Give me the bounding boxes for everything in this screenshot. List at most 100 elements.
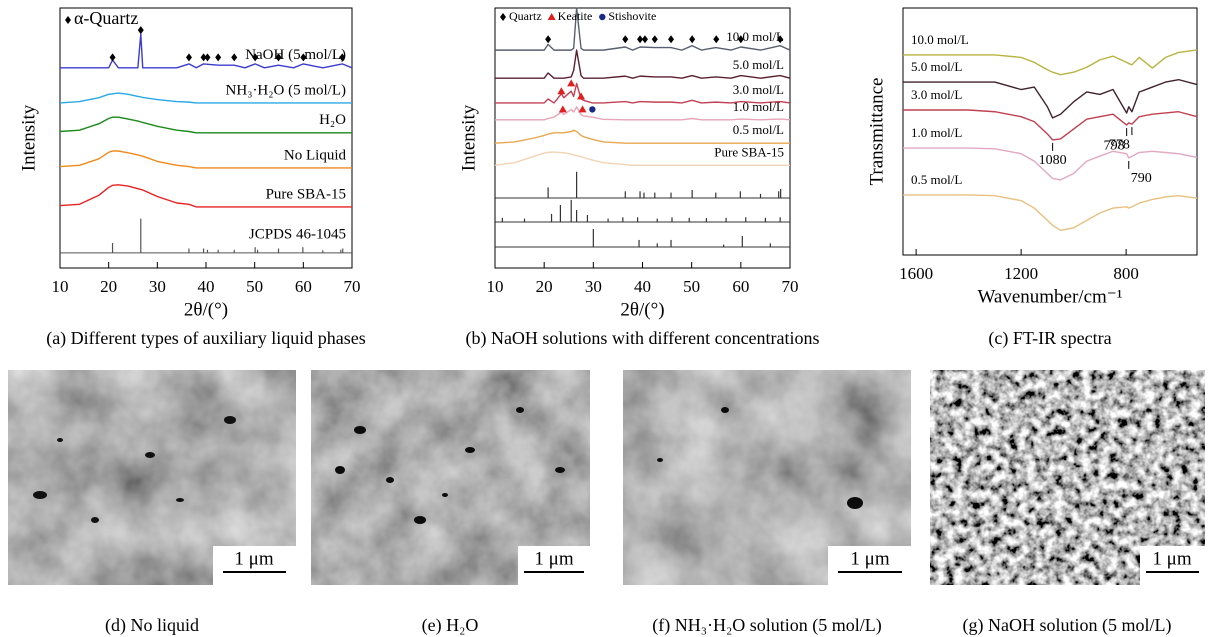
scale-bar-label: 1 μm	[234, 548, 273, 569]
scale-bar-label: 1 μm	[534, 548, 573, 569]
series-label: 5.0 mol/L	[733, 57, 784, 72]
x-tick-label: 40	[198, 277, 215, 296]
series-line	[494, 151, 790, 166]
sem-panel-d: 1 μm (d) No liquid	[8, 370, 296, 636]
x-tick-label: 10	[487, 277, 504, 296]
legend-symbol	[547, 13, 556, 20]
series-line	[494, 129, 790, 144]
x-tick-label: 60	[732, 277, 749, 296]
legend-label: Keatite	[558, 9, 593, 23]
peak-marker	[637, 35, 644, 44]
legend-label: α-Quartz	[74, 8, 138, 28]
y-axis-label: Intensity	[458, 104, 479, 171]
image-caption: (f) NH₃·H₂O solution (5 mol/L)	[652, 615, 882, 636]
pores	[335, 407, 565, 524]
series-label: NH₃·H₂O (5 mol/L)	[226, 82, 346, 98]
series-label: Pure SBA-15	[714, 144, 784, 159]
x-axis-label: Wavenumber/cm⁻¹	[977, 286, 1122, 307]
series-line	[903, 194, 1198, 231]
peak-marker	[622, 35, 629, 44]
series-line	[59, 150, 352, 169]
series-line	[495, 7, 791, 51]
peak-marker	[577, 92, 586, 100]
scale-bar-box	[213, 546, 296, 585]
y-axis-label: Transmittance	[866, 77, 887, 185]
legend-symbol	[65, 16, 71, 24]
series-line	[495, 82, 791, 104]
chart-caption: (a) Different types of auxiliary liquid …	[46, 328, 366, 349]
reference-label: JCPDS 46-1045	[249, 226, 346, 242]
series-label: Pure SBA-15	[266, 186, 346, 202]
series-label: 5.0 mol/L	[911, 59, 962, 74]
peak-marker	[777, 35, 784, 44]
image-caption: (d) No liquid	[105, 615, 199, 636]
image-caption: (e) H₂O	[422, 615, 479, 636]
peak-label: 778	[1109, 137, 1130, 152]
peak-marker	[578, 105, 587, 113]
chart-caption: (b) NaOH solutions with different concen…	[465, 328, 819, 349]
series-label: 1.0 mol/L	[911, 125, 962, 140]
legend-label: Quartz	[509, 9, 542, 23]
peak-marker	[558, 105, 567, 113]
series-line	[60, 33, 353, 69]
pores	[657, 407, 863, 509]
series-label: 3.0 mol/L	[733, 82, 784, 97]
x-tick-label: 30	[585, 277, 602, 296]
x-tick-label: 10	[52, 277, 69, 296]
scale-bar-box	[518, 546, 590, 585]
series-label: 1.0 mol/L	[733, 99, 784, 114]
peak-marker	[651, 35, 658, 44]
peak-marker	[215, 53, 222, 62]
x-tick-label: 50	[683, 277, 700, 296]
x-tick-label: 50	[246, 277, 263, 296]
peak-marker	[557, 87, 566, 95]
peak-marker	[137, 26, 144, 35]
series-label: 0.5 mol/L	[733, 122, 784, 137]
x-tick-label: 60	[295, 277, 312, 296]
x-tick-label: 1600	[899, 264, 933, 283]
sem-panel-e: 1 μm (e) H₂O	[311, 370, 590, 636]
peak-marker	[200, 53, 207, 62]
sem-panel-f: 1 μm (f) NH₃·H₂O solution (5 mol/L)	[623, 370, 911, 636]
legend-label: Stishovite	[608, 9, 656, 23]
peak-marker	[204, 53, 211, 62]
sem-panel-g: 1 μm (g) NaOH solution (5 mol/L)	[930, 370, 1205, 636]
series-line	[495, 49, 791, 79]
peak-marker	[589, 106, 596, 113]
peak-marker	[668, 35, 675, 44]
peak-marker	[641, 35, 648, 44]
peak-marker	[231, 53, 238, 62]
peak-marker	[713, 35, 720, 44]
series-line	[903, 78, 1198, 119]
series-line	[59, 92, 352, 104]
peak-marker	[109, 53, 116, 62]
series-label: 10.0 mol/L	[726, 29, 784, 44]
peak-label: 1080	[1039, 153, 1067, 168]
plot-frame	[902, 7, 1198, 256]
series-label: NaOH (5 mol/L)	[245, 47, 346, 63]
series-line	[903, 49, 1198, 76]
peak-marker	[339, 53, 346, 62]
x-axis-label: 2θ/(°)	[184, 299, 228, 320]
peak-marker	[300, 53, 307, 62]
legend-symbol	[599, 13, 606, 21]
scale-bar-label: 1 μm	[850, 548, 889, 569]
series-line	[59, 184, 352, 208]
series-label: H₂O	[319, 112, 346, 128]
series-line	[495, 106, 791, 121]
y-axis-label: Intensity	[18, 104, 39, 171]
scale-bar-label: 1 μm	[1152, 548, 1191, 569]
peak-marker	[185, 53, 192, 62]
x-tick-label: 800	[1113, 264, 1139, 283]
series-label: No Liquid	[284, 147, 347, 163]
image-caption: (g) NaOH solution (5 mol/L)	[963, 615, 1172, 636]
x-tick-label: 20	[100, 277, 117, 296]
scale-bar-box	[828, 546, 911, 585]
x-tick-label: 30	[149, 277, 166, 296]
peak-label: 798	[1104, 138, 1125, 153]
series-line	[903, 109, 1198, 141]
x-tick-label: 20	[536, 277, 553, 296]
peak-marker	[689, 35, 696, 44]
